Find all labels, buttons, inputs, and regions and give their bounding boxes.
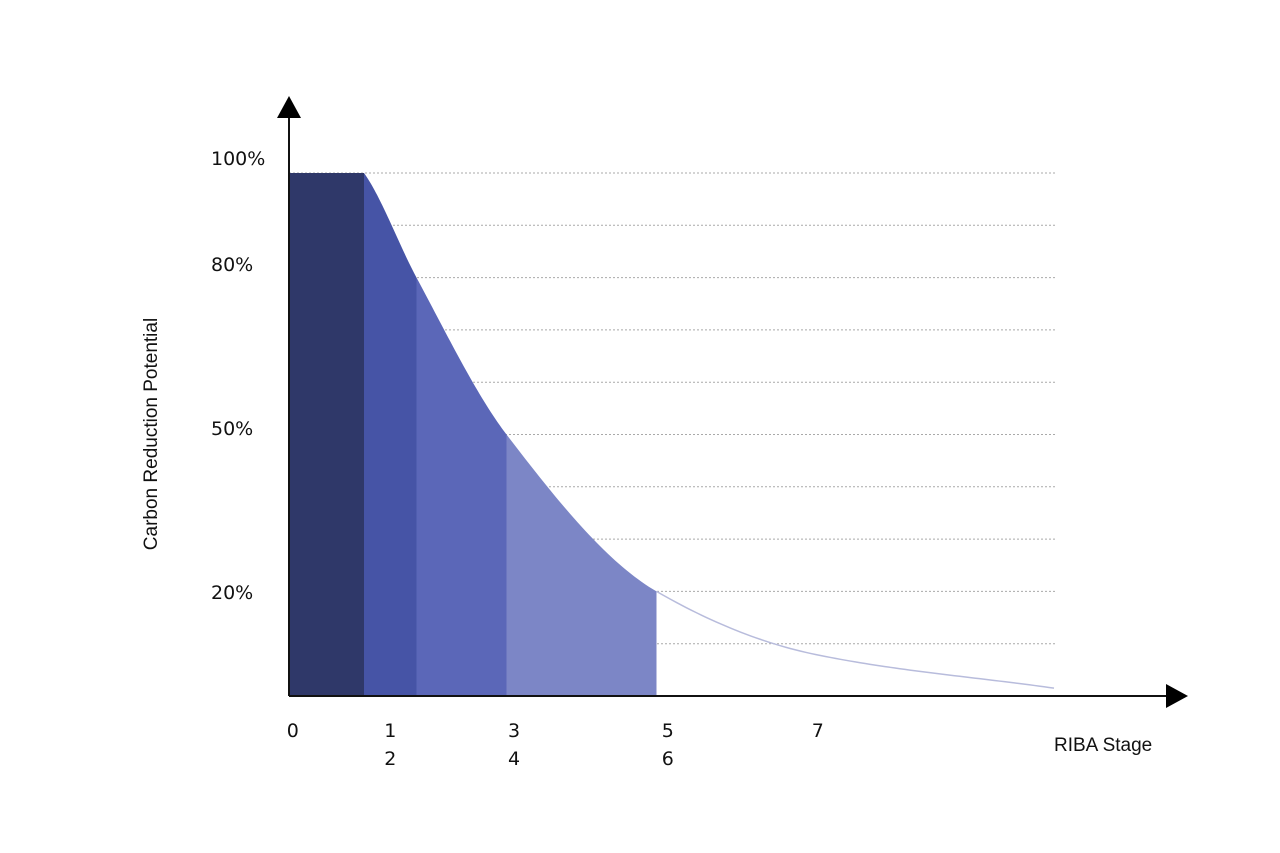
- y-tick-label: 20%: [211, 582, 253, 604]
- y-tick-labels: 100% 80% 50% 20%: [211, 148, 265, 604]
- x-tick-labels: 0 1 2 3 4 5 6 7: [287, 720, 824, 770]
- x-tick-label: 2: [384, 748, 396, 770]
- x-axis-arrow-icon: [1166, 684, 1188, 708]
- area-segment-1: [364, 173, 417, 696]
- x-tick-label: 0: [287, 720, 299, 742]
- area-segment-0: [289, 173, 364, 696]
- x-tick-label: 5: [662, 720, 674, 742]
- x-axis-title: RIBA Stage: [1054, 735, 1152, 756]
- x-tick-label: 6: [662, 748, 674, 770]
- area-segments: [289, 173, 657, 696]
- x-tick-label: 3: [508, 720, 520, 742]
- y-tick-label: 80%: [211, 254, 253, 276]
- y-tick-label: 50%: [211, 418, 253, 440]
- tail-curve-group: [656, 590, 1055, 689]
- x-tick-label: 4: [508, 748, 520, 770]
- x-tick-label: 7: [812, 720, 824, 742]
- y-axis-title: Carbon Reduction Potential: [141, 318, 162, 550]
- area-segment-3: [506, 434, 657, 696]
- tail-curve: [656, 590, 1055, 689]
- y-tick-label: 100%: [211, 148, 265, 170]
- x-tick-label: 1: [384, 720, 396, 742]
- y-axis-arrow-icon: [277, 96, 301, 118]
- area-segment-2: [416, 277, 507, 696]
